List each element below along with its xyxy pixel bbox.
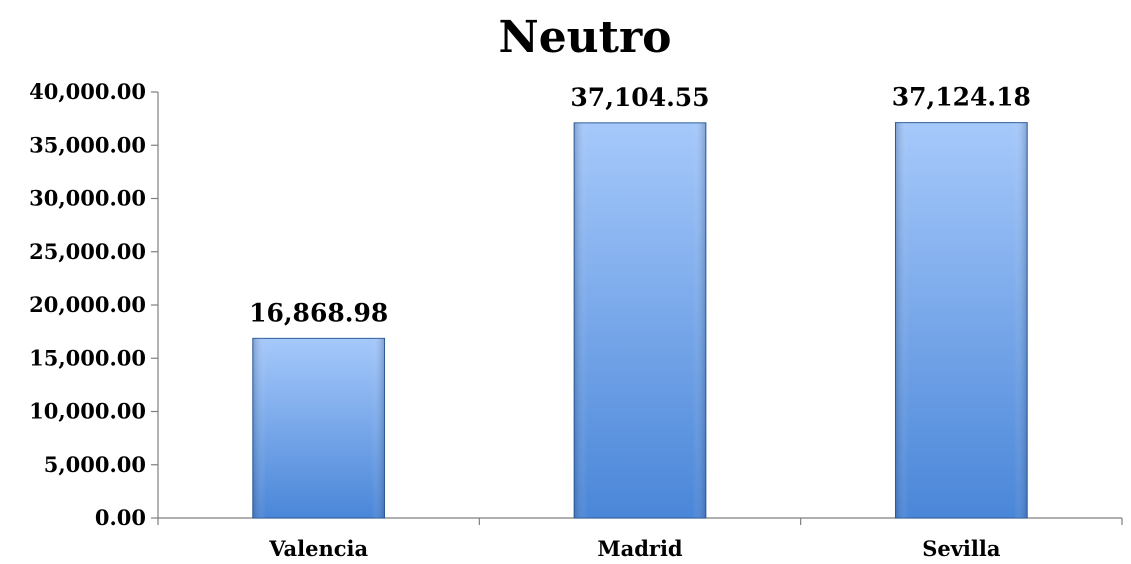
y-tick-label: 25,000.00 <box>29 239 146 264</box>
bar-sevilla <box>894 122 1028 519</box>
bar-valencia <box>252 337 386 519</box>
y-tick-label: 15,000.00 <box>29 345 146 370</box>
x-axis: Valencia Madrid Sevilla <box>157 517 1123 561</box>
x-category-label: Madrid <box>597 536 683 561</box>
data-labels: 16,868.98 37,104.55 37,124.18 <box>249 83 1031 328</box>
x-category-label: Sevilla <box>922 536 1001 561</box>
data-label: 16,868.98 <box>249 298 388 327</box>
x-category-label: Valencia <box>268 536 368 561</box>
data-label: 37,104.55 <box>570 83 709 112</box>
data-label: 37,124.18 <box>892 83 1031 112</box>
y-axis: 0.00 5,000.00 10,000.00 15,000.00 20,000.00 2… <box>29 79 159 530</box>
bar-shading <box>895 122 1028 519</box>
bar-shading <box>252 338 385 518</box>
y-tick-label: 35,000.00 <box>29 132 146 157</box>
bars <box>252 122 1028 519</box>
y-tick-label: 10,000.00 <box>29 399 146 424</box>
bar-madrid <box>573 122 707 519</box>
y-tick-label: 40,000.00 <box>29 79 146 104</box>
y-tick-label: 5,000.00 <box>44 452 146 477</box>
y-tick-label: 20,000.00 <box>29 292 146 317</box>
bar-shading <box>574 122 706 518</box>
y-tick-label: 30,000.00 <box>29 186 146 211</box>
y-tick-label: 0.00 <box>95 505 146 530</box>
chart-title: Neutro <box>498 12 671 63</box>
